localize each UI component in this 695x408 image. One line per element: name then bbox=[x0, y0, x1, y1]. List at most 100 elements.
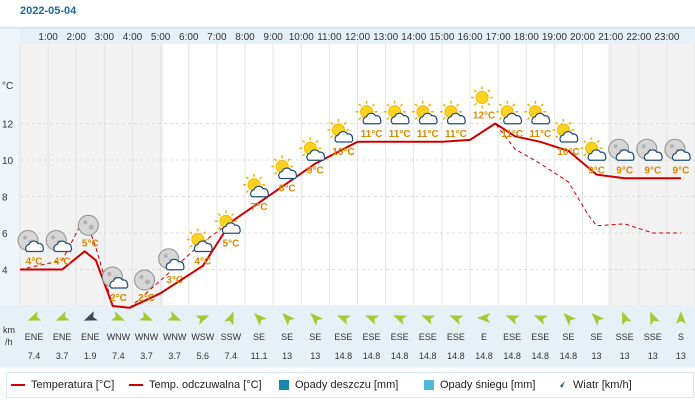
sun-ray bbox=[386, 116, 390, 121]
wind-direction-label: ENE bbox=[81, 332, 100, 342]
moon-cloud-icon bbox=[608, 138, 635, 161]
sun-ray bbox=[427, 103, 432, 107]
cloud-shape bbox=[193, 240, 213, 253]
temperature-data-label: 10°C bbox=[332, 147, 354, 158]
legend-rain: Opady deszczu [mm] bbox=[279, 379, 398, 391]
wind-direction-label: ESE bbox=[419, 332, 437, 342]
hour-tick-label: 7:00 bbox=[207, 32, 227, 43]
sun-ray bbox=[442, 116, 446, 121]
sun-ray bbox=[189, 231, 193, 235]
legend-rain-swatch bbox=[279, 380, 289, 390]
sun-ray bbox=[568, 121, 572, 125]
sun-ray bbox=[498, 103, 503, 107]
wind-direction-arrow bbox=[650, 311, 660, 326]
sun-cloud-icon bbox=[552, 119, 579, 143]
temperature-data-label: 9°C bbox=[644, 165, 661, 176]
wind-speed-label: 14.8 bbox=[335, 351, 353, 361]
wind-speed-label: 7.4 bbox=[112, 351, 125, 361]
hour-tick-label: 19:00 bbox=[542, 32, 567, 43]
temperature-data-label: 7°C bbox=[251, 202, 268, 213]
wind-direction-arrow bbox=[591, 313, 605, 326]
sun-ray bbox=[245, 176, 249, 180]
sun-cloud-icon bbox=[580, 137, 607, 161]
sun-ray bbox=[273, 171, 278, 175]
sun-ray bbox=[442, 103, 446, 107]
moon-crater bbox=[641, 144, 646, 149]
temperature-data-label: 5°C bbox=[82, 238, 99, 249]
wind-speed-label: 13 bbox=[282, 351, 292, 361]
moon-disc bbox=[77, 214, 99, 236]
legend-snow-label: Opady śniegu [mm] bbox=[440, 379, 536, 391]
wind-direction-arrow bbox=[563, 313, 577, 326]
wind-speed-label: 14.8 bbox=[475, 351, 493, 361]
temperature-data-label: 11°C bbox=[501, 129, 523, 140]
hour-tick-label: 8:00 bbox=[235, 32, 255, 43]
sun-cloud-icon bbox=[355, 100, 382, 125]
sun-ray bbox=[330, 121, 334, 125]
sun-ray bbox=[371, 103, 375, 107]
wind-direction-label: ESE bbox=[531, 332, 549, 342]
sun-cloud-icon bbox=[524, 100, 551, 125]
sun-ray bbox=[527, 116, 531, 121]
hour-tick-label: 12:00 bbox=[345, 32, 370, 43]
legend-snow-swatch bbox=[424, 380, 434, 390]
wind-direction-arrow bbox=[365, 315, 380, 325]
temperature-data-label: 11°C bbox=[389, 129, 411, 140]
temperature-data-label: 11°C bbox=[361, 129, 383, 140]
sun-ray bbox=[189, 244, 193, 248]
wind-direction-arrow bbox=[477, 313, 491, 323]
cloud-shape bbox=[615, 149, 635, 161]
sun-ray bbox=[231, 212, 235, 217]
sun-cloud-icon bbox=[214, 210, 241, 234]
wind-speed-label: 7.4 bbox=[28, 351, 41, 361]
legend-temperature-swatch bbox=[11, 384, 25, 386]
temperature-data-label: 9°C bbox=[616, 165, 633, 176]
temperature-data-label: 11°C bbox=[417, 129, 439, 140]
wind-direction-label: SE bbox=[253, 332, 265, 342]
wind-direction-label: ESE bbox=[334, 332, 352, 342]
wind-direction-label: S bbox=[678, 332, 684, 342]
temperature-data-label: 11°C bbox=[445, 129, 467, 140]
cloud-shape bbox=[446, 112, 466, 125]
legend-feels-like: Temp. odczuwalna [°C] bbox=[129, 379, 262, 391]
sun-cloud-icon bbox=[327, 119, 354, 143]
hour-tick-label: 13:00 bbox=[373, 32, 398, 43]
wind-direction-label: SE bbox=[281, 332, 293, 342]
wind-speed-label: 13 bbox=[592, 351, 602, 361]
temperature-data-label: 9°C bbox=[673, 165, 690, 176]
wind-speed-label: 13 bbox=[310, 351, 320, 361]
temperature-data-label: 2°C bbox=[138, 293, 155, 304]
moon-crater bbox=[107, 272, 112, 276]
hour-tick-label: 4:00 bbox=[123, 32, 143, 43]
y-tick-label: 6 bbox=[2, 229, 8, 240]
wind-direction-arrow bbox=[282, 313, 295, 326]
temperature-data-label: 5°C bbox=[223, 238, 240, 249]
wind-speed-label: 13 bbox=[648, 351, 658, 361]
wind-direction-label: SSW bbox=[221, 332, 242, 342]
sun-ray bbox=[330, 135, 334, 139]
sun-ray bbox=[487, 89, 491, 93]
moon-cloud-icon bbox=[158, 248, 185, 271]
sun-icon bbox=[471, 86, 494, 109]
sun-ray bbox=[245, 189, 249, 194]
sun-cloud-icon bbox=[243, 173, 269, 198]
moon-icon bbox=[134, 269, 156, 291]
wind-speed-label: 5.6 bbox=[197, 351, 210, 361]
wind-direction-arrow bbox=[254, 313, 267, 326]
sun-ray bbox=[302, 139, 306, 144]
moon-crater bbox=[139, 275, 144, 279]
moon-crater bbox=[83, 220, 88, 225]
legend-feels-like-label: Temp. odczuwalna [°C] bbox=[149, 379, 262, 391]
legend-wind-label: Wiatr [km/h] bbox=[573, 379, 632, 391]
wind-speed-label: 3.7 bbox=[56, 351, 69, 361]
legend-snow: Opady śniegu [mm] bbox=[424, 379, 535, 391]
wind-direction-label: ESE bbox=[391, 332, 409, 342]
wind-direction-arrow bbox=[195, 315, 210, 325]
wind-speed-label: 7.4 bbox=[225, 351, 238, 361]
cloud-shape bbox=[53, 240, 73, 253]
hour-tick-label: 18:00 bbox=[514, 32, 539, 43]
wind-direction-label: WNW bbox=[107, 332, 131, 342]
hour-tick-label: 3:00 bbox=[95, 32, 115, 43]
wind-direction-label: ENE bbox=[25, 332, 44, 342]
wind-direction-arrow bbox=[393, 315, 408, 325]
